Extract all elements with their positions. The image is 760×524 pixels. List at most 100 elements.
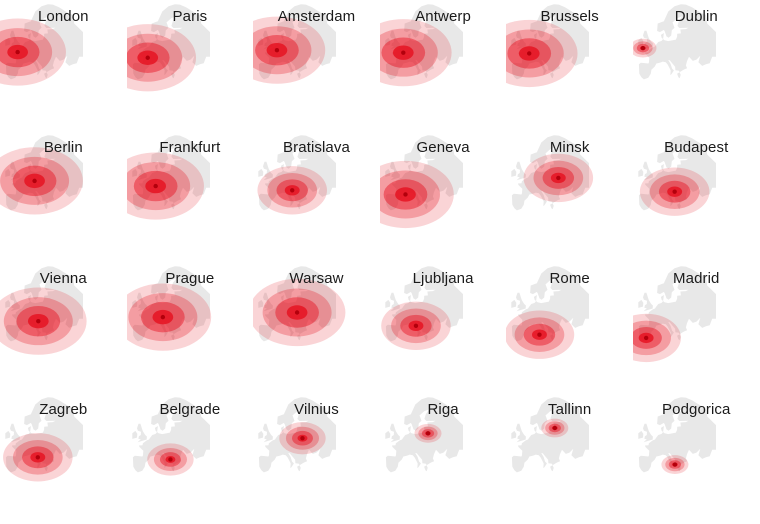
europe-map — [126, 135, 210, 220]
europe-map — [126, 4, 210, 92]
ireland-landmass — [5, 299, 11, 308]
continent-landmass — [638, 266, 716, 342]
britain-landmass — [136, 30, 147, 50]
europe-map — [257, 135, 337, 215]
map-panel-amsterdam: Amsterdam — [253, 0, 380, 131]
britain-landmass — [9, 423, 20, 443]
europe-map — [511, 397, 590, 473]
panel-title: Prague — [165, 270, 215, 287]
britain-landmass — [389, 30, 400, 50]
city-marker — [290, 188, 295, 193]
panel-title: Minsk — [549, 139, 590, 156]
reach-ring-1 — [506, 19, 578, 88]
city-marker — [35, 455, 41, 460]
city-marker — [672, 462, 678, 467]
europe-map — [253, 266, 346, 347]
map-panel-madrid: Madrid — [632, 262, 760, 393]
panel-title: Ljubljana — [412, 270, 474, 287]
ireland-landmass — [638, 37, 644, 46]
panel-title: Geneva — [416, 139, 470, 156]
city-marker — [295, 310, 300, 315]
continent-landmass — [132, 397, 210, 473]
britain-landmass — [136, 292, 147, 312]
city-marker — [425, 431, 430, 436]
panel-title: Paris — [172, 8, 208, 25]
panel-title: Brussels — [540, 8, 599, 25]
europe-map — [632, 266, 716, 363]
reach-ring-1 — [632, 313, 681, 363]
europe-map — [638, 135, 716, 216]
continent-landmass — [259, 266, 337, 342]
britain-landmass — [389, 292, 400, 312]
ireland-landmass — [131, 168, 137, 177]
continent-landmass — [259, 135, 337, 211]
ireland-landmass — [638, 430, 644, 439]
reach-ring-1 — [253, 16, 326, 84]
ireland-landmass — [5, 37, 11, 46]
panel-title: Tallinn — [548, 401, 592, 418]
reach-ring-1 — [379, 19, 452, 87]
europe-map — [126, 266, 211, 351]
panel-title: Warsaw — [289, 270, 344, 287]
europe-map — [258, 397, 337, 473]
continent-landmass — [385, 266, 463, 342]
britain-landmass — [263, 161, 274, 181]
ireland-landmass — [131, 430, 137, 439]
europe-map — [506, 266, 590, 359]
britain-landmass — [642, 30, 653, 50]
panel-title: Vilnius — [294, 401, 339, 418]
city-marker — [300, 436, 305, 441]
city-marker — [413, 323, 418, 328]
britain-landmass — [516, 292, 527, 312]
britain-landmass — [263, 292, 274, 312]
panel-title: Budapest — [664, 139, 729, 156]
ireland-landmass — [385, 168, 391, 177]
map-panel-belgrade: Belgrade — [127, 393, 254, 524]
map-panel-minsk: Minsk — [506, 131, 633, 262]
continent-landmass — [385, 4, 463, 80]
europe-map — [379, 135, 463, 229]
ireland-landmass — [5, 168, 11, 177]
panel-title: Podgorica — [662, 401, 731, 418]
city-marker — [160, 314, 165, 320]
panel-title: Frankfurt — [159, 139, 221, 156]
map-panel-paris: Paris — [126, 0, 254, 131]
ireland-landmass — [258, 168, 264, 177]
map-panel-prague: Prague — [126, 262, 254, 393]
ireland-landmass — [638, 168, 644, 177]
continent-landmass — [512, 397, 590, 473]
europe-map — [385, 397, 463, 473]
europe-map — [380, 266, 463, 350]
panel-title: Dublin — [674, 8, 718, 25]
city-marker — [153, 183, 158, 189]
britain-landmass — [136, 423, 147, 443]
europe-map — [3, 397, 83, 482]
city-marker — [36, 318, 41, 324]
city-marker — [403, 192, 408, 197]
continent-landmass — [5, 266, 83, 342]
continent-landmass — [385, 397, 463, 473]
map-panel-antwerp: Antwerp — [379, 0, 507, 131]
city-marker — [400, 50, 406, 55]
panel-title: Rome — [549, 270, 590, 287]
continent-landmass — [5, 4, 83, 80]
britain-landmass — [136, 161, 147, 181]
continent-landmass — [259, 4, 337, 80]
europe-map — [0, 266, 87, 355]
continent-landmass — [132, 266, 210, 342]
britain-landmass — [516, 423, 527, 443]
continent-landmass — [638, 4, 716, 80]
city-marker — [556, 175, 561, 181]
britain-landmass — [263, 423, 274, 443]
europe-map — [131, 397, 210, 476]
europe-map — [638, 397, 716, 474]
map-panel-brussels: Brussels — [506, 0, 633, 131]
ireland-landmass — [258, 37, 264, 46]
britain-landmass — [642, 423, 653, 443]
europe-map — [253, 4, 337, 84]
map-panel-riga: Riga — [380, 393, 507, 524]
panel-title: Madrid — [673, 270, 720, 287]
reach-ring-1 — [0, 18, 66, 86]
ireland-landmass — [511, 430, 517, 439]
